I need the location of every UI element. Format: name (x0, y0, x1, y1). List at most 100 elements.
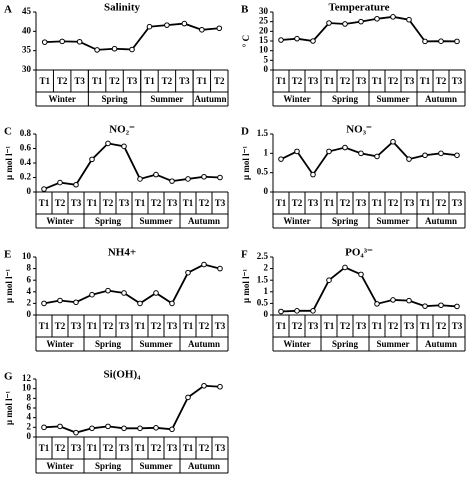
x-tick-label: T3 (452, 198, 463, 208)
x-tick-label: T1 (144, 76, 155, 86)
x-tick-label: T1 (276, 198, 287, 208)
y-tick-label: 10 (259, 45, 269, 55)
x-tick-label: T3 (74, 76, 85, 86)
x-tick-label: T2 (151, 321, 162, 331)
x-tick-label: T1 (420, 321, 431, 331)
y-tick-label: 20 (259, 25, 269, 35)
season-label: Summer (377, 339, 410, 349)
season-label: Winter (46, 339, 73, 349)
x-tick-label: T1 (324, 321, 335, 331)
data-point (342, 21, 348, 27)
data-point (374, 301, 380, 307)
y-tick-label: 2 (27, 421, 32, 431)
data-point (342, 264, 348, 271)
panel-letter: E (4, 249, 11, 261)
data-point (278, 156, 284, 162)
data-point (310, 171, 316, 178)
x-tick-label: T2 (151, 198, 162, 208)
x-tick-label: T1 (276, 321, 287, 331)
season-label: Summer (140, 216, 173, 226)
x-tick-label: T1 (420, 198, 431, 208)
y-tick-label: 10 (22, 383, 32, 393)
data-point (94, 47, 100, 53)
x-tick-label: T3 (215, 198, 226, 208)
x-tick-label: T2 (292, 198, 303, 208)
x-tick-label: T2 (340, 321, 351, 331)
data-point (105, 287, 111, 294)
panel-letter: B (241, 4, 249, 16)
y-tick-label: 0 (27, 309, 32, 319)
panel-title: NO₃⁻ (346, 124, 372, 136)
data-line (280, 15, 458, 43)
data-point (278, 37, 284, 43)
y-tick-label: 0.4 (20, 157, 32, 167)
data-point (89, 425, 95, 432)
season-label: Summer (140, 461, 173, 471)
x-tick-label: T3 (356, 76, 367, 86)
x-tick-label: T1 (183, 443, 194, 453)
x-tick-label: T1 (87, 198, 98, 208)
data-point (358, 271, 364, 278)
x-tick-label: T1 (135, 443, 146, 453)
x-tick-label: T2 (162, 76, 173, 86)
panel-letter: G (4, 371, 13, 383)
season-label: Winter (46, 461, 73, 471)
y-tick-label: 30 (22, 64, 32, 74)
season-label: Autumn (425, 339, 457, 349)
x-tick-label: T2 (199, 443, 210, 453)
season-label: Spring (332, 216, 359, 226)
data-point (422, 152, 428, 159)
y-tick-label: 6 (27, 274, 32, 284)
data-point (454, 38, 460, 45)
x-tick-label: T1 (183, 198, 194, 208)
y-tick-label: 45 (22, 6, 32, 16)
y-tick-label: 0.2 (20, 172, 32, 182)
data-point (326, 20, 332, 26)
x-tick-label: T1 (183, 321, 194, 331)
data-point (358, 18, 364, 25)
x-tick-label: T3 (71, 198, 82, 208)
season-label: Summer (377, 216, 410, 226)
data-point (181, 20, 188, 27)
panel-title: NH4+ (108, 247, 136, 259)
x-tick-label: T2 (388, 321, 399, 331)
x-tick-label: T3 (71, 321, 82, 331)
x-tick-label: T3 (167, 198, 178, 208)
data-point (294, 148, 300, 155)
x-tick-label: T2 (55, 321, 66, 331)
x-tick-label: T2 (103, 198, 114, 208)
y-tick-label: 0.6 (20, 143, 32, 153)
y-tick-label: 10 (22, 251, 32, 261)
x-tick-label: T1 (197, 76, 208, 86)
data-point (358, 150, 364, 157)
x-tick-label: T3 (119, 321, 130, 331)
y-tick-label: 12 (22, 373, 32, 383)
y-tick-label: 2 (27, 297, 32, 307)
data-point (73, 181, 79, 188)
y-tick-label: 2.5 (257, 251, 269, 261)
data-point (185, 176, 191, 182)
x-tick-label: T2 (199, 198, 210, 208)
x-tick-label: T2 (292, 321, 303, 331)
x-tick-label: T2 (103, 321, 114, 331)
y-axis-label: µ mol l⁻¹ (4, 146, 14, 180)
x-tick-label: T3 (215, 443, 226, 453)
data-line (280, 266, 458, 313)
y-tick-label: 40 (22, 25, 32, 35)
data-point (216, 25, 223, 32)
x-tick-label: T2 (199, 321, 210, 331)
data-point (76, 38, 83, 45)
x-tick-label: T1 (372, 76, 383, 86)
season-label: Autumn (188, 461, 220, 471)
y-tick-label: 0 (264, 309, 269, 319)
data-point (164, 22, 170, 28)
data-point (374, 15, 380, 22)
y-axis-label: µ mol l⁻¹ (241, 269, 251, 303)
x-tick-label: T3 (71, 443, 82, 453)
x-tick-label: T2 (388, 76, 399, 86)
season-label: Autumn (425, 216, 457, 226)
panel-title: PO₄³⁻ (345, 247, 373, 259)
data-line (44, 22, 220, 51)
panel-title: Si(OH)₄ (104, 369, 142, 381)
data-line (43, 263, 221, 305)
